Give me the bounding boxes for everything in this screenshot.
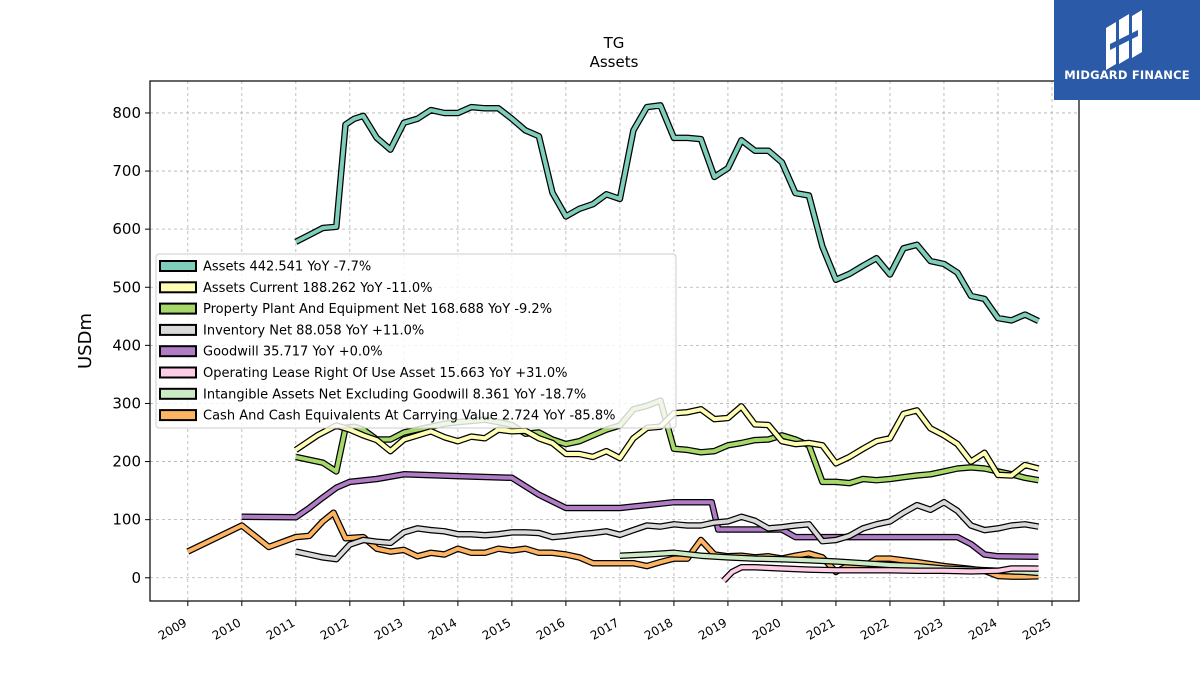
legend-box (155, 253, 677, 429)
legend-label: Goodwill 35.717 YoY +0.0% (203, 345, 383, 360)
legend-entry: Inventory Net 88.058 YoY +11.0% (159, 323, 424, 338)
series-5 (721, 564, 1039, 583)
legend-swatch (159, 366, 197, 379)
legend-label: Operating Lease Right Of Use Asset 15.66… (203, 366, 567, 381)
legend-label: Assets 442.541 YoY -7.7% (203, 260, 371, 275)
legend-label: Assets Current 188.262 YoY -11.0% (203, 281, 433, 296)
series-line (722, 565, 1039, 583)
legend-swatch (159, 409, 197, 422)
legend-entry: Goodwill 35.717 YoY +0.0% (159, 345, 383, 360)
series-line (186, 510, 1039, 579)
x-tick-label: 2013 (372, 615, 405, 642)
series-line (294, 103, 1040, 323)
x-tick-label: 2021 (804, 615, 837, 642)
legend-entry: Operating Lease Right Of Use Asset 15.66… (159, 366, 567, 381)
y-tick-label: 700 (112, 162, 141, 180)
x-tick-label: 2016 (534, 615, 567, 642)
series-line (241, 472, 1039, 559)
x-tick-label: 2017 (588, 615, 621, 642)
y-tick-label: 300 (112, 394, 141, 412)
x-tick-label: 2018 (642, 615, 675, 642)
y-tick-label: 500 (112, 278, 141, 296)
y-tick-label: 600 (112, 220, 141, 238)
legend-label: Intangible Assets Net Excluding Goodwill… (203, 387, 586, 402)
legend-swatch (159, 260, 197, 272)
legend-entry: Assets 442.541 YoY -7.7% (159, 260, 371, 275)
y-tick-label: 0 (131, 569, 141, 587)
x-tick-label: 2022 (858, 615, 891, 642)
x-tick-label: 2014 (426, 615, 459, 642)
x-tick-label: 2025 (1020, 615, 1053, 642)
x-axis: 2009 2010 2011 2012 2013 2014 2015 2016 2017 2018… (156, 601, 1053, 643)
legend-entry: Intangible Assets Net Excluding Goodwill… (159, 387, 586, 402)
legend-swatch (159, 387, 197, 400)
plot-frame (149, 80, 1080, 602)
legend-label: Cash And Cash Equivalents At Carrying Va… (203, 409, 615, 424)
legend-entry: Property Plant And Equipment Net 168.688… (159, 302, 552, 317)
midgard-logo-icon (1106, 10, 1142, 70)
y-axis: 0 100 200 300 400 500 600 700 800 (112, 104, 150, 587)
y-tick-label: 100 (112, 511, 141, 529)
legend-swatch (159, 281, 197, 294)
series-line (295, 500, 1039, 562)
y-axis-label: USDm (75, 313, 96, 369)
series-line-outline (241, 471, 1039, 561)
brand-logo: MIDGARD FINANCE (1054, 0, 1200, 100)
x-tick-label: 2020 (750, 615, 783, 642)
x-tick-label: 2015 (480, 615, 513, 642)
chart-title: TG (603, 34, 625, 52)
legend-label: Property Plant And Equipment Net 168.688… (203, 302, 552, 317)
x-tick-label: 2019 (696, 615, 729, 642)
legend-swatch (159, 323, 197, 336)
legend: Assets 442.541 YoY -7.7% Assets Current 1… (155, 253, 677, 429)
legend-swatch (159, 302, 197, 315)
series-4 (241, 471, 1039, 561)
y-tick-label: 400 (112, 336, 141, 354)
legend-entry: Cash And Cash Equivalents At Carrying Va… (159, 409, 615, 424)
series-3 (295, 498, 1040, 563)
x-tick-label: 2023 (912, 615, 945, 642)
x-tick-label: 2010 (210, 615, 243, 642)
x-tick-label: 2011 (264, 615, 297, 642)
series-0 (294, 102, 1040, 324)
legend-swatch (159, 345, 197, 358)
series-7 (186, 509, 1039, 580)
chart-subtitle: Assets (590, 53, 639, 71)
x-tick-label: 2024 (966, 615, 999, 642)
x-tick-label: 2009 (156, 615, 189, 642)
legend-entry: Assets Current 188.262 YoY -11.0% (159, 281, 433, 296)
x-tick-label: 2012 (318, 615, 351, 642)
brand-logo-text: MIDGARD FINANCE (1064, 68, 1190, 82)
y-tick-label: 800 (112, 104, 141, 122)
legend-label: Inventory Net 88.058 YoY +11.0% (203, 323, 424, 338)
y-tick-label: 200 (112, 453, 141, 471)
